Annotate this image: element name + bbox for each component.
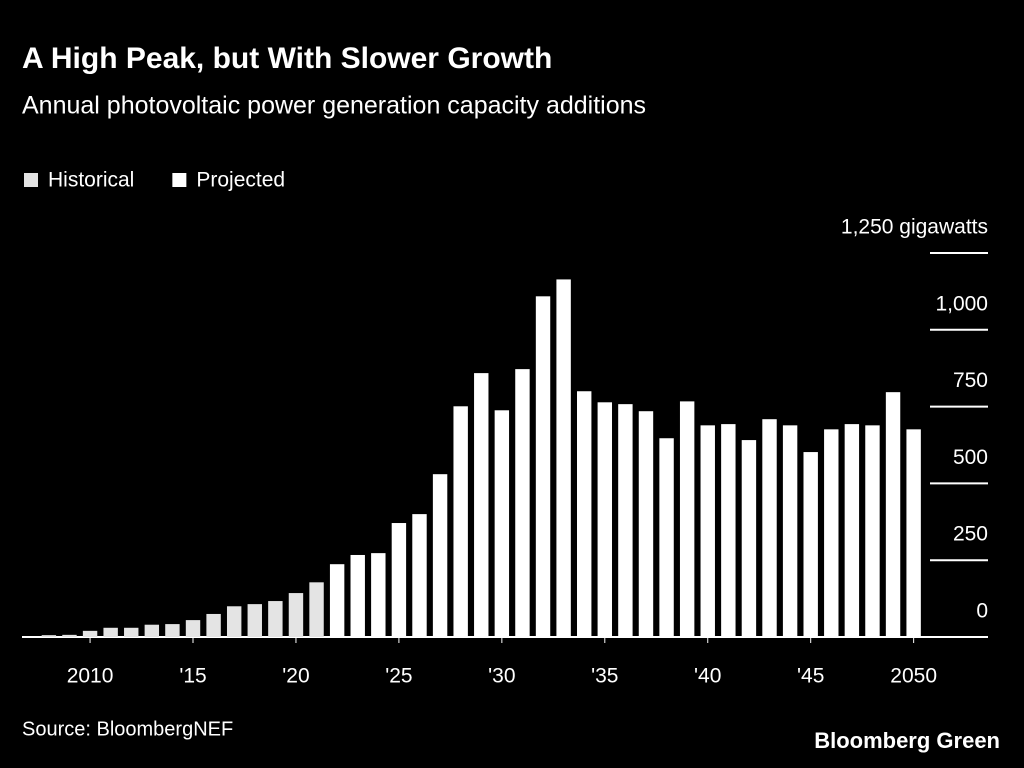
bar <box>577 391 592 637</box>
bar <box>124 627 139 637</box>
bar <box>309 582 324 637</box>
bar <box>494 410 510 637</box>
bar <box>432 474 448 637</box>
x-tick-label: '35 <box>591 665 618 688</box>
bar <box>391 523 407 637</box>
bar <box>700 425 715 637</box>
bar <box>638 411 654 637</box>
bar <box>556 279 571 637</box>
bar <box>865 425 880 637</box>
bar <box>803 452 818 637</box>
bar <box>206 613 221 637</box>
bar <box>844 424 860 637</box>
bar <box>350 554 365 637</box>
x-tick-label: 2050 <box>890 665 937 688</box>
legend-swatch <box>172 173 187 187</box>
bar <box>226 606 242 637</box>
bar <box>597 402 613 637</box>
bar <box>82 630 98 637</box>
y-tick-label: 0 <box>976 600 988 623</box>
bar <box>535 296 551 637</box>
bar <box>453 406 468 637</box>
bar <box>762 419 777 637</box>
x-tick-label: '30 <box>488 665 515 688</box>
chart-title: A High Peak, but With Slower Growth <box>22 42 552 75</box>
x-tick-label: '20 <box>282 665 309 688</box>
bar <box>185 620 201 637</box>
bar <box>885 392 901 637</box>
bar <box>515 369 530 637</box>
x-tick-label: '15 <box>179 665 206 688</box>
x-tick-label: '40 <box>694 665 721 688</box>
bar <box>474 373 489 637</box>
y-tick-label: 500 <box>953 446 988 469</box>
brand: Bloomberg Green <box>814 728 1000 753</box>
bar <box>741 440 757 637</box>
x-tick-label: '45 <box>797 665 824 688</box>
bar <box>247 604 262 637</box>
legend-label: Historical <box>48 169 134 192</box>
bar <box>906 429 921 637</box>
source: Source: BloombergNEF <box>22 718 233 740</box>
y-tick-label: 1,250 gigawatts <box>841 216 988 239</box>
y-tick-label: 1,000 <box>935 292 988 315</box>
bar <box>824 429 839 637</box>
bar <box>268 601 283 637</box>
bar <box>329 564 345 637</box>
bar <box>371 553 386 637</box>
bar <box>103 627 118 637</box>
bar <box>679 401 695 637</box>
y-tick-label: 750 <box>953 369 988 392</box>
legend-label: Projected <box>196 169 285 192</box>
bar <box>62 634 77 637</box>
bar <box>659 438 674 637</box>
bar <box>165 624 180 637</box>
bar <box>288 593 304 637</box>
bar <box>412 514 427 637</box>
bar <box>41 635 57 637</box>
bar <box>782 425 798 637</box>
y-tick-label: 250 <box>953 523 988 546</box>
bar <box>618 404 633 637</box>
x-tick-label: '25 <box>385 665 412 688</box>
chart-subtitle: Annual photovoltaic power generation cap… <box>22 92 646 120</box>
legend-swatch <box>24 173 38 187</box>
bar <box>144 624 160 637</box>
x-tick-label: 2010 <box>67 665 114 688</box>
bar <box>721 424 736 637</box>
